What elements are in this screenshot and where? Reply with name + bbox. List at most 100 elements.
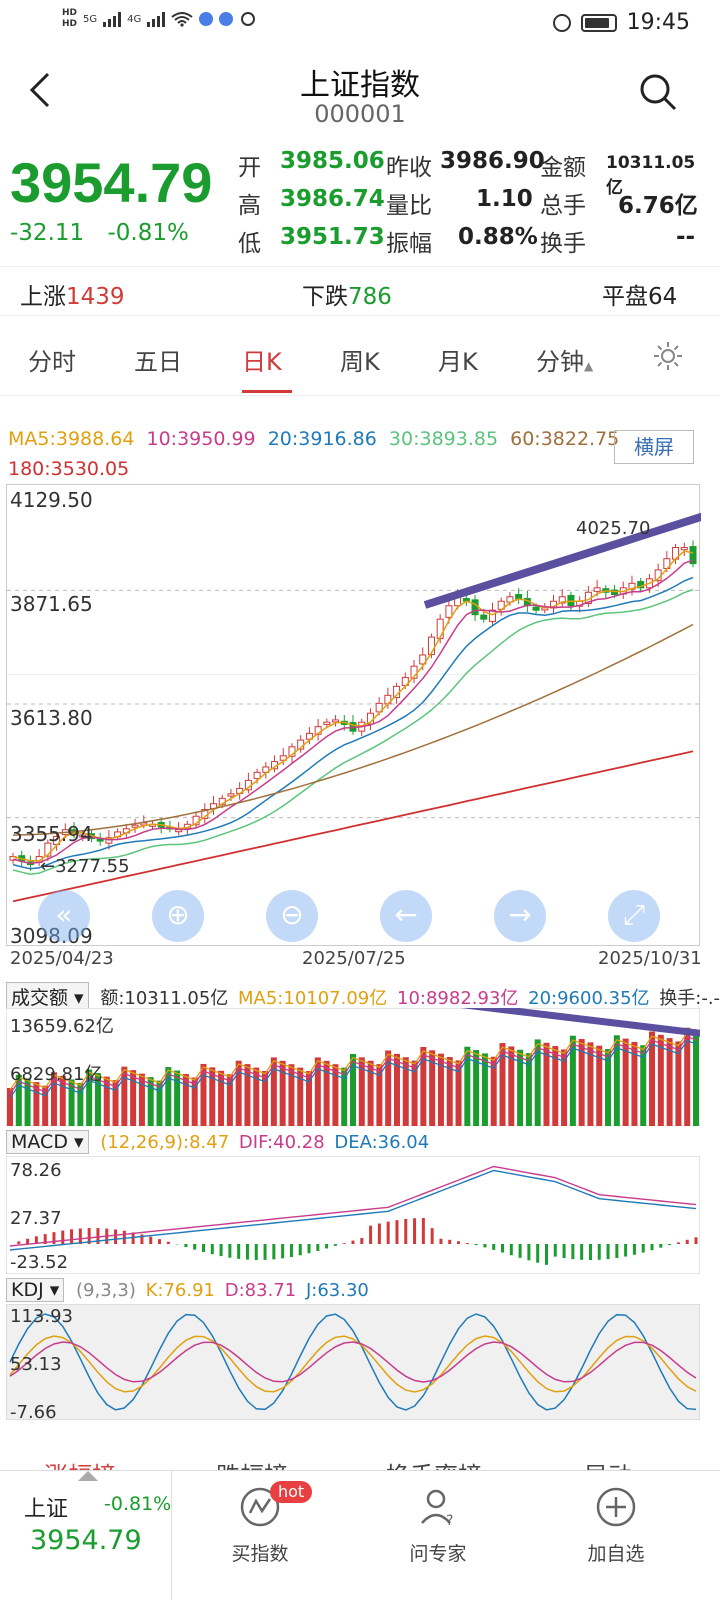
volume-y-tick: 13659.62亿 (10, 1016, 114, 1037)
volume-bar (226, 1074, 233, 1126)
kdj-j-line (9, 1313, 697, 1411)
field-value: 10311.05亿 (606, 153, 696, 198)
period-tabs: 分时 五日 日K 周K 月K 分钟▲ (0, 318, 720, 396)
stock-price: 3954.79 (30, 1525, 142, 1556)
add-watchlist-label: 加自选 (587, 1543, 645, 1565)
add-watchlist-button[interactable]: 加自选 (556, 1471, 676, 1600)
macd-selector[interactable]: MACD ▾ (6, 1130, 89, 1154)
volume-bar (613, 1035, 620, 1126)
signal-icon-2 (147, 11, 166, 27)
volume-bar (130, 1070, 137, 1126)
wifi-icon (171, 12, 193, 27)
volume-bar (490, 1056, 497, 1126)
volume-bar (323, 1060, 330, 1126)
kdj-selector[interactable]: KDJ ▾ (6, 1278, 65, 1302)
macd-dea-line (9, 1169, 697, 1251)
hot-badge: hot (270, 1481, 313, 1503)
volume-bar (640, 1045, 647, 1126)
tab-intraday[interactable]: 分时 (28, 348, 76, 376)
volume-bar (631, 1041, 638, 1126)
volume-bar (165, 1067, 172, 1126)
current-stock-card[interactable]: 上证 -0.81% 3954.79 (0, 1471, 172, 1600)
volume-bar (112, 1080, 119, 1126)
tab-daily-k[interactable]: 日K (242, 348, 282, 376)
gear-icon[interactable] (652, 340, 684, 372)
candle-body (471, 599, 479, 616)
fullscreen-icon[interactable]: ⤢ (608, 890, 660, 942)
macd-chart[interactable] (6, 1156, 700, 1274)
volume-bar (578, 1039, 585, 1126)
volume-bar (86, 1069, 93, 1126)
volume-bar (50, 1072, 57, 1126)
volume-bar (473, 1050, 480, 1126)
volume-bar (552, 1046, 559, 1126)
candle-body (131, 824, 139, 828)
kdj-y-tick: 53.13 (10, 1354, 62, 1375)
candle-body (96, 838, 104, 842)
volume-bar (306, 1071, 313, 1126)
volume-bar (174, 1070, 181, 1126)
hd-label-2: HD (62, 19, 78, 29)
turnover-rate: 换手:-.-% (659, 988, 720, 1009)
volume-title: 成交额 (11, 987, 69, 1009)
down-count: 下跌786 (302, 277, 392, 311)
x-tick: 2025/07/25 (302, 948, 406, 969)
volume-bar (279, 1060, 286, 1126)
ask-expert-button[interactable]: ? 问专家 (378, 1471, 498, 1600)
low-value: 3277.55 (55, 856, 130, 877)
volume-bar (693, 1031, 699, 1126)
scroll-right-icon[interactable]: → (494, 890, 546, 942)
volume-bar (420, 1046, 427, 1126)
volume-bar (499, 1043, 506, 1126)
macd-dif: DIF:40.28 (238, 1132, 325, 1153)
kdj-chart[interactable] (6, 1304, 700, 1420)
volume-chart[interactable] (6, 1008, 700, 1126)
field-value: 3985.06 (280, 148, 385, 174)
kline-chart[interactable] (6, 484, 709, 946)
search-icon[interactable] (638, 72, 678, 112)
chat-icon (241, 12, 256, 26)
tab-monthly-k[interactable]: 月K (438, 348, 478, 376)
status-right: 19:45 (552, 10, 690, 35)
volume-bar (341, 1067, 348, 1126)
volume-bar (455, 1060, 462, 1126)
candle-body (79, 834, 87, 838)
volume-ma5: MA5:10107.09亿 (238, 988, 388, 1009)
field-label: 高 (238, 193, 261, 219)
candle-body (436, 618, 444, 639)
y-tick: 3871.65 (10, 592, 93, 616)
plus-circle-icon (596, 1487, 636, 1527)
scroll-left-icon[interactable]: ← (380, 890, 432, 942)
field-label: 低 (238, 231, 261, 257)
macd-y-tick: 78.26 (10, 1160, 62, 1181)
ma20-line (12, 576, 694, 870)
field-value: 3951.73 (280, 224, 385, 250)
app-notification-icon (199, 12, 214, 26)
buy-index-button[interactable]: hot 买指数 (200, 1471, 320, 1600)
volume-bar (33, 1082, 40, 1126)
volume-selector[interactable]: 成交额 ▾ (6, 982, 89, 1011)
high-annotation: 4025.70 (576, 518, 651, 539)
low-annotation: ←3277.55 (40, 856, 130, 877)
volume-bar (200, 1063, 207, 1126)
flat-count: 平盘64 (602, 277, 677, 311)
zoom-out-icon[interactable]: ⊖ (266, 890, 318, 942)
ma180-label: 180:3530.05 (8, 458, 130, 480)
expert-icon: ? (421, 1489, 453, 1529)
candle-body (44, 842, 52, 857)
caret-up-icon (78, 1471, 98, 1481)
app-header: 上证指数 000001 (0, 48, 720, 138)
volume-bar (429, 1050, 436, 1126)
volume-bar (24, 1078, 31, 1126)
tab-five-day[interactable]: 五日 (134, 348, 182, 376)
zoom-in-icon[interactable]: ⊕ (152, 890, 204, 942)
scroll-left-fast-icon[interactable]: « (38, 890, 90, 942)
tab-weekly-k[interactable]: 周K (340, 348, 380, 376)
tab-minute[interactable]: 分钟▲ (536, 342, 593, 377)
volume-bar (121, 1066, 128, 1126)
landscape-button[interactable]: 横屏 (614, 430, 694, 464)
volume-bar (367, 1060, 374, 1126)
back-arrow-icon[interactable] (26, 70, 56, 110)
macd-title: MACD (11, 1131, 68, 1153)
caret-down-icon: ▲ (584, 359, 594, 373)
